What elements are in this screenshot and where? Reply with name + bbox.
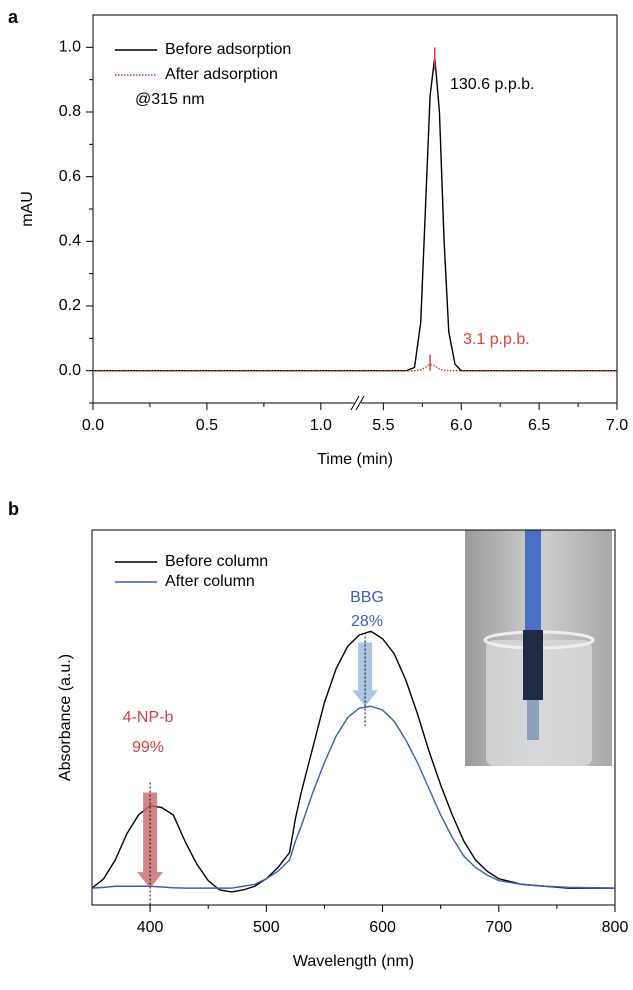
x-tick-label: 400 (137, 919, 164, 936)
data-line (91, 705, 616, 889)
legend-label: Before adsorption (165, 41, 291, 58)
x-tick-label: 700 (485, 919, 512, 936)
x-tick-label: 500 (253, 919, 280, 936)
annotation: 28% (351, 613, 383, 630)
panel-label: b (8, 499, 19, 519)
x-tick-label: 0.5 (196, 417, 218, 434)
x-tick-label: 800 (602, 919, 629, 936)
y-tick-label: 0.0 (59, 362, 81, 379)
annotation: 99% (132, 739, 164, 756)
annotation: 4-NP-b (123, 709, 174, 726)
inset-photo (465, 530, 612, 766)
axis-break-gap (354, 400, 361, 406)
legend-label: After adsorption (165, 66, 278, 83)
y-axis-label: Absorbance (a.u.) (57, 654, 74, 781)
y-tick-label: 0.8 (59, 103, 81, 120)
x-tick-label: 600 (369, 919, 396, 936)
x-tick-label: 1.0 (310, 417, 332, 434)
x-tick-label: 6.5 (528, 417, 550, 434)
axis-break-mark (350, 395, 360, 411)
y-tick-label: 0.2 (59, 297, 81, 314)
y-tick-label: 1.0 (59, 39, 81, 56)
x-axis-label: Wavelength (nm) (293, 953, 414, 970)
annotation: 130.6 p.p.b. (450, 76, 535, 93)
y-axis-label: mAU (19, 191, 36, 227)
axis-break-mark (355, 395, 365, 411)
annotation: 3.1 p.p.b. (463, 331, 530, 348)
plot-frame (91, 529, 616, 906)
data-line (93, 363, 617, 372)
x-tick-label: 5.5 (372, 417, 394, 434)
legend-label: After column (165, 573, 255, 590)
x-tick-label: 7.0 (606, 417, 628, 434)
x-tick-label: 6.0 (450, 417, 472, 434)
data-line (91, 630, 615, 893)
legend-label: Before column (165, 553, 268, 570)
x-axis-label: Time (min) (317, 451, 393, 468)
panel-label: a (8, 7, 19, 27)
x-tick-label: 0.0 (82, 417, 104, 434)
y-tick-label: 0.4 (59, 233, 81, 250)
y-tick-label: 0.6 (59, 168, 81, 185)
annotation: @315 nm (135, 91, 205, 108)
annotation: BBG (350, 589, 384, 606)
